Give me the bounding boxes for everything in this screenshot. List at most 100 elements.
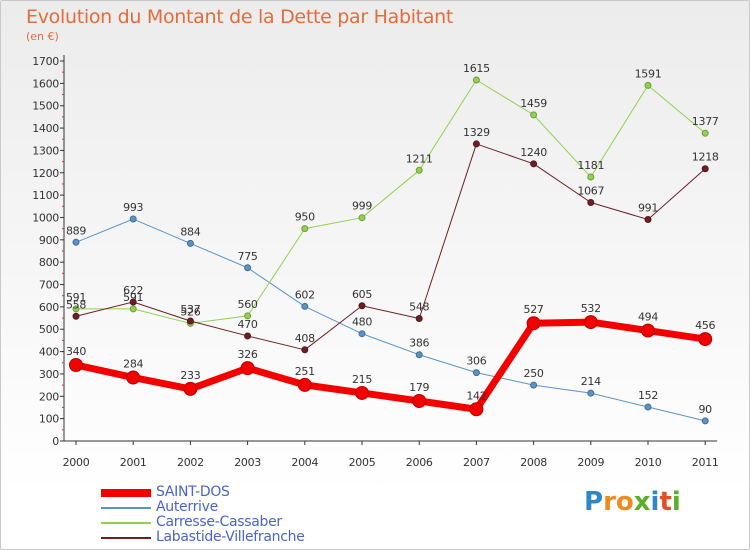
data-point-auterrive	[129, 215, 137, 223]
data-label-carresse-cassaber: 950	[295, 211, 315, 224]
data-point-carresse-cassaber	[587, 173, 595, 181]
data-label-carresse-cassaber: 591	[66, 291, 86, 304]
data-label-saint-dos: 179	[409, 381, 429, 394]
data-label-labastide-villefranche: 1218	[692, 151, 719, 164]
data-label-saint-dos: 326	[238, 348, 258, 361]
data-point-carresse-cassaber	[72, 305, 80, 313]
data-point-saint-dos	[126, 370, 141, 385]
data-point-carresse-cassaber	[644, 81, 652, 89]
x-tick-label: 2002	[177, 456, 204, 469]
series-line-saint-dos	[75, 318, 706, 413]
x-tick-label: 2009	[577, 456, 604, 469]
x-tick-label: 2005	[349, 456, 376, 469]
data-point-saint-dos	[469, 402, 484, 417]
data-label-labastide-villefranche: 1329	[463, 126, 490, 139]
data-label-labastide-villefranche: 470	[238, 318, 258, 331]
data-label-carresse-cassaber: 1211	[406, 152, 433, 165]
data-point-auterrive	[358, 330, 366, 338]
y-tick-label: 0	[52, 435, 59, 448]
data-label-auterrive: 480	[352, 316, 372, 329]
data-label-labastide-villefranche: 408	[295, 332, 315, 345]
data-label-carresse-cassaber: 1459	[520, 97, 547, 110]
data-label-carresse-cassaber: 591	[123, 291, 143, 304]
data-point-auterrive	[186, 239, 194, 247]
data-label-labastide-villefranche: 537	[180, 303, 200, 316]
data-point-saint-dos	[69, 358, 83, 372]
logo-letter: t	[659, 487, 672, 517]
data-point-labastide-villefranche	[129, 298, 137, 306]
data-label-saint-dos: 215	[352, 373, 372, 386]
data-point-labastide-villefranche	[301, 346, 309, 354]
data-label-auterrive: 602	[295, 288, 315, 301]
legend-swatch	[101, 537, 151, 539]
data-label-carresse-cassaber: 1181	[577, 159, 604, 172]
data-point-saint-dos	[355, 385, 369, 400]
data-point-auterrive	[244, 264, 252, 272]
data-point-labastide-villefranche	[186, 317, 194, 325]
legend-label: SAINT-DOS	[156, 484, 230, 500]
y-tick-label: 400	[39, 346, 59, 359]
data-label-saint-dos: 284	[123, 358, 143, 371]
data-label-saint-dos: 251	[295, 365, 315, 378]
data-label-saint-dos: 340	[66, 345, 86, 358]
y-tick-label: 800	[39, 256, 59, 269]
data-point-labastide-villefranche	[244, 332, 252, 340]
logo-letter: i	[671, 487, 681, 517]
data-point-carresse-cassaber	[129, 305, 137, 313]
y-tick-label: 300	[39, 368, 59, 381]
data-point-auterrive	[530, 381, 538, 389]
data-label-auterrive: 775	[238, 250, 258, 263]
data-point-labastide-villefranche	[701, 165, 709, 173]
data-point-saint-dos	[698, 332, 713, 347]
unit-label: (en €)	[26, 30, 59, 43]
data-point-saint-dos	[526, 316, 541, 331]
data-label-auterrive: 386	[409, 337, 429, 350]
x-tick-label: 2010	[635, 456, 662, 469]
data-point-auterrive	[415, 351, 423, 359]
data-label-auterrive: 90	[698, 403, 712, 416]
data-point-auterrive	[587, 389, 595, 397]
data-label-labastide-villefranche: 1240	[520, 146, 547, 159]
legend-swatch	[101, 489, 151, 497]
data-label-auterrive: 889	[66, 224, 86, 237]
data-point-carresse-cassaber	[244, 312, 252, 320]
logo-letter: r	[603, 487, 616, 517]
legend-label: Auterrive	[156, 499, 218, 515]
data-point-carresse-cassaber	[701, 129, 709, 137]
y-tick-label: 1200	[32, 167, 59, 180]
data-point-labastide-villefranche	[587, 198, 595, 206]
series-line-labastide-villefranche	[75, 143, 706, 351]
data-point-carresse-cassaber	[301, 225, 309, 233]
data-label-saint-dos: 527	[524, 303, 544, 316]
x-tick-label: 2006	[406, 456, 433, 469]
data-label-carresse-cassaber: 1377	[692, 115, 719, 128]
data-label-saint-dos: 532	[581, 302, 601, 315]
data-label-carresse-cassaber: 1615	[463, 62, 490, 75]
data-point-labastide-villefranche	[472, 140, 480, 148]
x-tick-label: 2000	[63, 456, 90, 469]
x-tick-label: 2003	[234, 456, 261, 469]
data-label-saint-dos: 456	[695, 319, 715, 332]
data-point-auterrive	[72, 238, 80, 246]
legend-swatch	[101, 507, 151, 509]
data-point-labastide-villefranche	[358, 302, 366, 310]
data-label-saint-dos: 494	[638, 311, 658, 324]
x-tick-label: 2004	[291, 456, 318, 469]
data-point-auterrive	[644, 403, 652, 411]
y-tick-label: 700	[39, 279, 59, 292]
data-label-auterrive: 250	[524, 367, 544, 380]
logo-letter: x	[633, 487, 651, 517]
x-tick-label: 2008	[520, 456, 547, 469]
data-point-carresse-cassaber	[415, 166, 423, 174]
y-tick-label: 1000	[32, 211, 59, 224]
y-tick-label: 1100	[32, 189, 59, 202]
data-label-saint-dos: 233	[180, 369, 200, 382]
data-label-labastide-villefranche: 558	[66, 298, 86, 311]
logo-letter: i	[650, 487, 660, 517]
y-tick-label: 600	[39, 301, 59, 314]
data-point-saint-dos	[240, 361, 255, 376]
data-label-labastide-villefranche: 991	[638, 201, 658, 214]
data-point-auterrive	[701, 417, 709, 425]
